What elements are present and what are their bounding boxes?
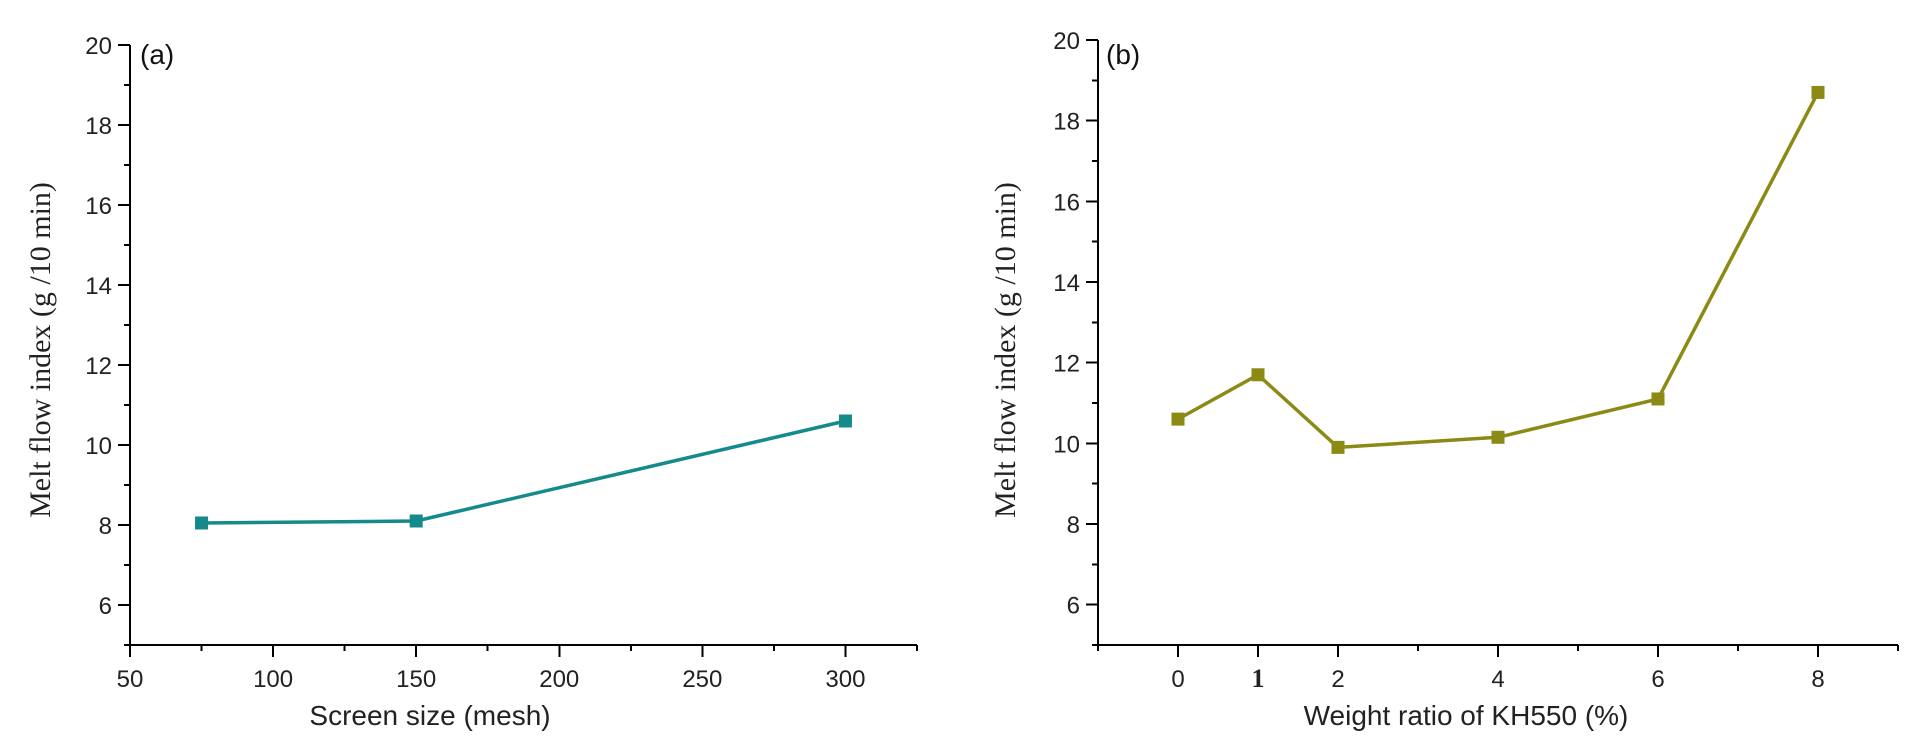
panel-a-series-line [201,419,846,525]
panel-b-x-tick-label: 4 [1491,666,1504,693]
panel-b-y-tick-label: 16 [1053,189,1080,216]
panel-b-data-point [1251,368,1265,382]
panel-a-x-tick-label: 200 [539,666,579,693]
panel-a-x-axis-title: Screen size (mesh) [309,700,550,731]
panel-b-x-tick-label: 6 [1651,666,1664,693]
panel-b-y-tick-label: 12 [1053,351,1080,378]
panel-a-label: (a) [140,39,174,70]
panel-b-data-point [1491,430,1505,444]
panel-a-data-point [838,414,852,428]
panel-a-x-tick-label: 100 [253,666,293,693]
panel-a-x-ticks: 50 100 150 200 250 300 [117,645,918,693]
panel-b-x-tick-label: 0 [1171,666,1184,693]
panel-b-data-point [1811,85,1825,99]
panel-a-y-tick-label: 6 [99,593,112,620]
panel-a-y-tick-label: 14 [85,273,112,300]
panel-b-y-tick-label: 8 [1067,512,1080,539]
panel-b-series [1171,85,1825,454]
panel-b-x-ticks: 0 1 2 4 6 8 [1097,645,1899,693]
panel-b-y-tick-label: 6 [1067,593,1080,620]
panel-b-y-tick-label: 14 [1053,270,1080,297]
panel-a-y-ticks: 6 8 10 12 14 16 18 20 [85,33,130,646]
panel-a-y-tick-label: 18 [85,113,112,140]
panel-a-axes [129,45,917,646]
panel-a-x-tick-label: 150 [396,666,436,693]
panel-a-y-tick-label: 10 [85,433,112,460]
panel-a-chart: 50 100 150 200 250 300 6 8 10 12 14 16 18 20 (a) Scr… [24,33,918,731]
panel-a-y-tick-label: 16 [85,193,112,220]
panel-a-data-point [195,516,209,530]
panel-b-y-tick-label: 18 [1053,109,1080,136]
panel-b-x-tick-label: 8 [1811,666,1824,693]
panel-a-x-tick-label: 250 [682,666,722,693]
panel-a-series [195,414,852,530]
panel-b-x-tick-label: 1 [1252,664,1265,693]
panel-b-series-line [1177,91,1820,450]
panel-b-x-axis-title: Weight ratio of KH550 (%) [1304,700,1629,731]
panel-a-y-axis-title: Melt flow index (g /10 min) [24,182,57,518]
panel-b-label: (b) [1106,39,1140,70]
panel-b-data-point [1651,392,1665,406]
panel-a-y-tick-label: 20 [85,33,112,60]
panel-a-y-tick-label: 12 [85,353,112,380]
panel-b-y-axis-title: Melt flow index (g /10 min) [989,182,1022,518]
panel-a-data-point [409,514,423,528]
panel-b-y-ticks: 6 8 10 12 14 16 18 20 [1053,28,1098,646]
panel-b-x-tick-label: 2 [1331,666,1344,693]
panel-b-data-point [1331,440,1345,454]
panel-b-axes [1097,40,1898,646]
panel-b-data-point [1171,412,1185,426]
panel-a-x-tick-label: 50 [117,666,144,693]
panel-a-y-tick-label: 8 [99,513,112,540]
panel-b-y-tick-label: 10 [1053,431,1080,458]
panel-b-y-tick-label: 20 [1053,28,1080,55]
panel-a-x-tick-label: 300 [825,666,865,693]
